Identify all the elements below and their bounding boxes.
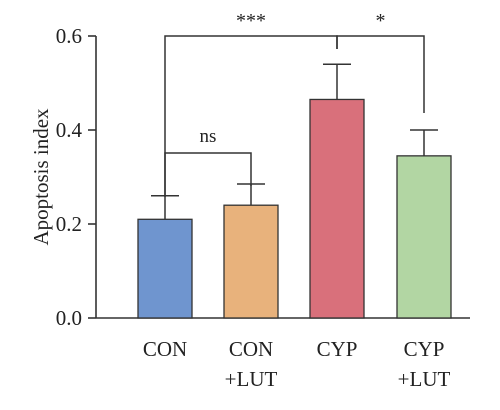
- significance-label: *: [376, 10, 386, 32]
- x-tick-label: CON: [143, 337, 187, 361]
- y-tick-label: 0.2: [56, 212, 82, 236]
- x-tick-label: CYP: [404, 337, 445, 361]
- y-ticks: 0.0 0.2 0.4 0.6: [56, 24, 96, 330]
- significance-bracket: [336, 35, 425, 113]
- y-tick-label: 0.4: [56, 118, 83, 142]
- y-tick-label: 0.6: [56, 24, 82, 48]
- significance-label: ns: [200, 126, 217, 147]
- y-axis-label: Apoptosis index: [29, 108, 53, 246]
- significance-bracket: [164, 152, 252, 196]
- significance-brackets: ns*** *: [164, 10, 425, 197]
- y-tick-label: 0.0: [56, 306, 82, 330]
- bar-2: [309, 98, 365, 319]
- bar-0: [137, 218, 193, 319]
- x-tick-label-line2: +LUT: [225, 367, 278, 391]
- x-tick-label-line2: +LUT: [398, 367, 451, 391]
- bar-1: [223, 204, 279, 319]
- error-bars: [151, 63, 438, 220]
- x-tick-label: CYP: [317, 337, 358, 361]
- x-tick-label: CON: [229, 337, 273, 361]
- x-tick-labels: CON CON +LUT CYP CYP +LUT: [143, 337, 451, 391]
- bar-3: [396, 155, 452, 319]
- bars: [137, 98, 452, 319]
- significance-label: ***: [236, 10, 266, 32]
